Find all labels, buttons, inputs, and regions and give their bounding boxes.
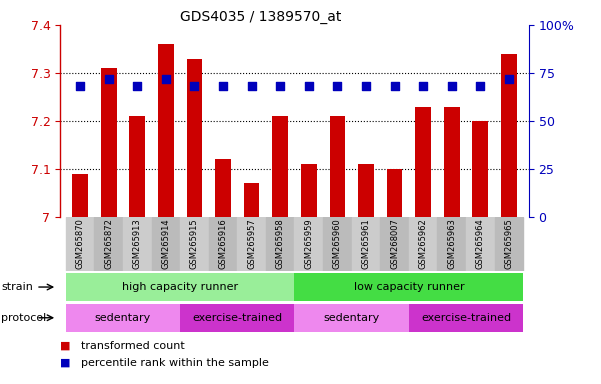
Bar [94,217,123,271]
Bar [158,44,174,217]
Text: GSM265957: GSM265957 [247,218,256,269]
Bar [438,217,466,271]
Text: GSM265870: GSM265870 [76,218,85,270]
Bar [66,304,180,331]
Bar [495,217,523,271]
Bar [415,107,431,217]
Text: sedentary: sedentary [95,313,151,323]
Text: sedentary: sedentary [323,313,380,323]
Bar [123,217,151,271]
Text: percentile rank within the sample: percentile rank within the sample [81,358,269,368]
Text: exercise-trained: exercise-trained [421,313,511,323]
Point [504,76,514,82]
Bar [294,217,323,271]
Bar [466,217,495,271]
Text: GSM265962: GSM265962 [419,218,428,269]
Bar [409,217,438,271]
Text: GSM265915: GSM265915 [190,218,199,269]
Bar [180,304,294,331]
Point [447,83,457,89]
Point [418,83,428,89]
Text: GSM265916: GSM265916 [219,218,228,269]
Text: GSM265913: GSM265913 [133,218,142,269]
Point [75,83,85,89]
Bar [444,107,460,217]
Text: strain: strain [1,282,33,292]
Bar [329,116,345,217]
Point [104,76,114,82]
Bar [186,59,203,217]
Bar [66,217,94,271]
Bar [380,217,409,271]
Bar [237,217,266,271]
Point [332,83,342,89]
Text: GSM265914: GSM265914 [161,218,170,269]
Point [475,83,485,89]
Text: GDS4035 / 1389570_at: GDS4035 / 1389570_at [180,10,342,23]
Bar [301,164,317,217]
Bar [272,116,288,217]
Text: GSM265959: GSM265959 [304,218,313,269]
Bar [101,68,117,217]
Text: exercise-trained: exercise-trained [192,313,282,323]
Bar [501,54,517,217]
Text: GSM268007: GSM268007 [390,218,399,270]
Text: GSM265964: GSM265964 [476,218,485,269]
Point [304,83,314,89]
Text: GSM265965: GSM265965 [504,218,513,269]
Point [190,83,200,89]
Point [361,83,371,89]
Bar [129,116,145,217]
Bar [358,164,374,217]
Bar [215,159,231,217]
Bar [352,217,380,271]
Point [275,83,285,89]
Text: ■: ■ [60,341,70,351]
Text: GSM265958: GSM265958 [276,218,285,269]
Text: GSM265960: GSM265960 [333,218,342,269]
Bar [472,121,488,217]
Point [218,83,228,89]
Point [247,83,257,89]
Text: protocol: protocol [1,313,46,323]
Point [389,83,399,89]
Bar [386,169,403,217]
Bar [244,184,260,217]
Bar [294,304,409,331]
Point [132,83,142,89]
Bar [409,304,523,331]
Bar [294,273,523,301]
Bar [66,273,294,301]
Text: low capacity runner: low capacity runner [353,282,464,292]
Bar [151,217,180,271]
Text: high capacity runner: high capacity runner [122,282,238,292]
Bar [323,217,352,271]
Text: ■: ■ [60,358,70,368]
Text: transformed count: transformed count [81,341,185,351]
Bar [72,174,88,217]
Bar [209,217,237,271]
Text: GSM265961: GSM265961 [361,218,370,269]
Text: GSM265963: GSM265963 [447,218,456,270]
Text: GSM265872: GSM265872 [104,218,113,270]
Bar [180,217,209,271]
Bar [266,217,294,271]
Point [161,76,171,82]
